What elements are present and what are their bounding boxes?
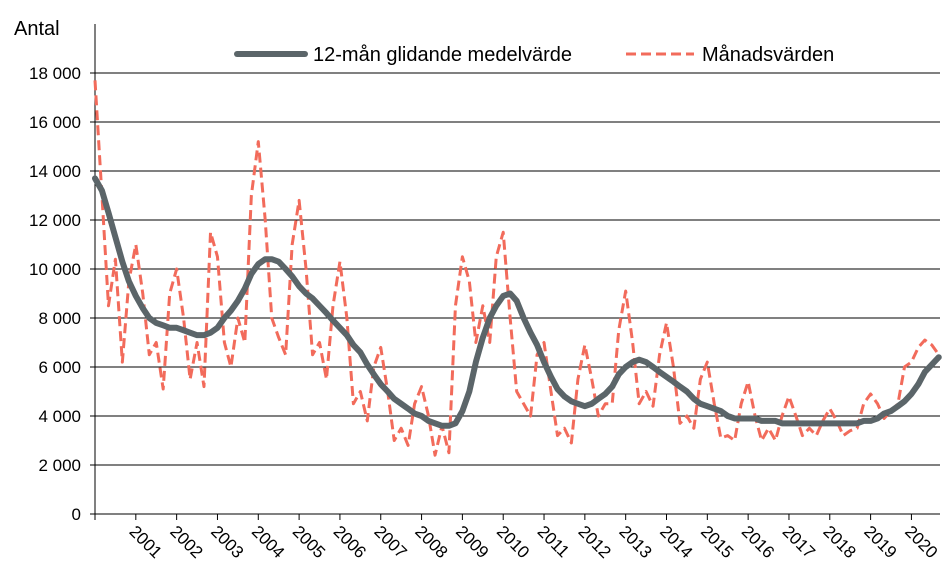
x-tick-label: 2008	[411, 522, 451, 562]
x-tick-label: 2002	[166, 522, 206, 562]
y-tick-label: 10 000	[29, 260, 81, 279]
x-tick-label: 2020	[901, 522, 941, 562]
y-tick-label: 14 000	[29, 162, 81, 181]
y-tick-label: 18 000	[29, 64, 81, 83]
x-tick-label: 2007	[370, 522, 410, 562]
y-axis-label: Antal	[14, 18, 60, 40]
data-line	[93, 80, 941, 457]
x-tick-label: 2001	[126, 522, 166, 562]
x-tick-label: 2012	[575, 522, 615, 562]
y-tick-label: 16 000	[29, 113, 81, 132]
y-tick-label: 12 000	[29, 211, 81, 230]
x-tick-label: 2019	[860, 522, 900, 562]
legend-bg	[622, 40, 892, 68]
y-tick-label: 2 000	[38, 456, 81, 475]
x-tick-label: 2003	[207, 522, 247, 562]
x-tick-label: 2016	[738, 522, 778, 562]
x-tick-label: 2005	[289, 522, 329, 562]
y-tick-label: 6 000	[38, 358, 81, 377]
x-tick-label: 2010	[493, 522, 533, 562]
legend: 12-mån glidande medelvärde Månadsvärden	[233, 40, 892, 68]
y-tick-label: 0	[72, 505, 81, 524]
x-tick-label: 2014	[656, 522, 696, 562]
x-tick-label: 2018	[819, 522, 859, 562]
y-tick-label: 4 000	[38, 407, 81, 426]
y-tick-label: 8 000	[38, 309, 81, 328]
legend-label: Månadsvärden	[702, 44, 834, 66]
legend-label: 12-mån glidande medelvärde	[313, 44, 572, 66]
x-tick-label: 2013	[615, 522, 655, 562]
x-tick-label: 2009	[452, 522, 492, 562]
x-tick-label: 2011	[534, 522, 573, 561]
x-tick-label: 2006	[330, 522, 370, 562]
x-tick-label: 2017	[779, 522, 819, 562]
data-line	[92, 175, 942, 429]
x-tick-label: 2004	[248, 522, 288, 562]
x-tick-label: 2015	[697, 522, 737, 562]
